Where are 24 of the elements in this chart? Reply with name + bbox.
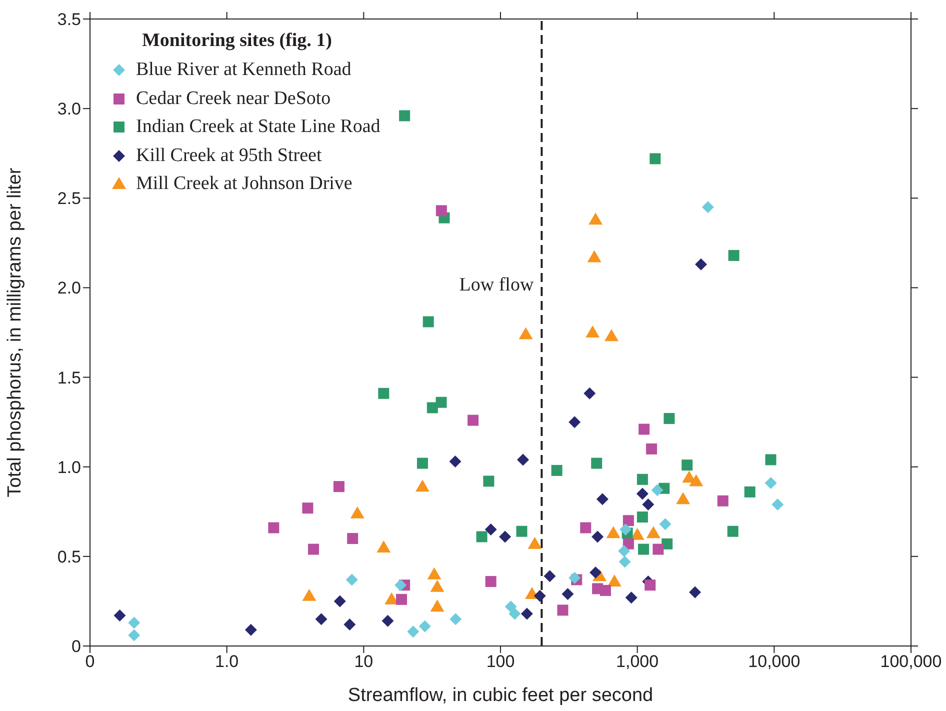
y-tick-label: 0.5	[57, 547, 81, 566]
x-tick-label: 100	[486, 652, 515, 672]
x-axis-title: Streamflow, in cubic feet per second	[348, 685, 654, 706]
legend-label: Kill Creek at 95th Street	[136, 144, 322, 167]
y-axis-title: Total phosphorus, in milligrams per liter	[4, 167, 26, 498]
y-tick-label: 3.5	[57, 10, 81, 30]
x-tick-label: 10,000	[748, 652, 800, 672]
y-tick-label: 2.0	[57, 278, 81, 298]
legend-label: Blue River at Kenneth Road	[136, 59, 352, 82]
x-tick-label: 1,000	[616, 652, 659, 672]
x-tick-label: 100,000	[880, 652, 942, 672]
x-tick-label: 10	[354, 652, 374, 672]
legend-label: Mill Creek at Johnson Drive	[136, 173, 352, 196]
y-tick-label: 1.0	[57, 458, 81, 477]
y-tick-label: 2.5	[57, 189, 81, 208]
x-tick-label: 0	[85, 652, 95, 672]
y-tick-label: 1.5	[57, 368, 81, 388]
legend-title: Monitoring sites (fig. 1)	[142, 30, 333, 52]
legend-label: Indian Creek at State Line Road	[136, 116, 380, 138]
ref-line-label: Low flow	[459, 274, 534, 296]
legend-label: Cedar Creek near DeSoto	[136, 88, 331, 110]
y-tick-label: 3.0	[57, 100, 81, 119]
x-tick-label: 1.0	[215, 652, 239, 672]
y-tick-label: 0	[72, 637, 81, 656]
